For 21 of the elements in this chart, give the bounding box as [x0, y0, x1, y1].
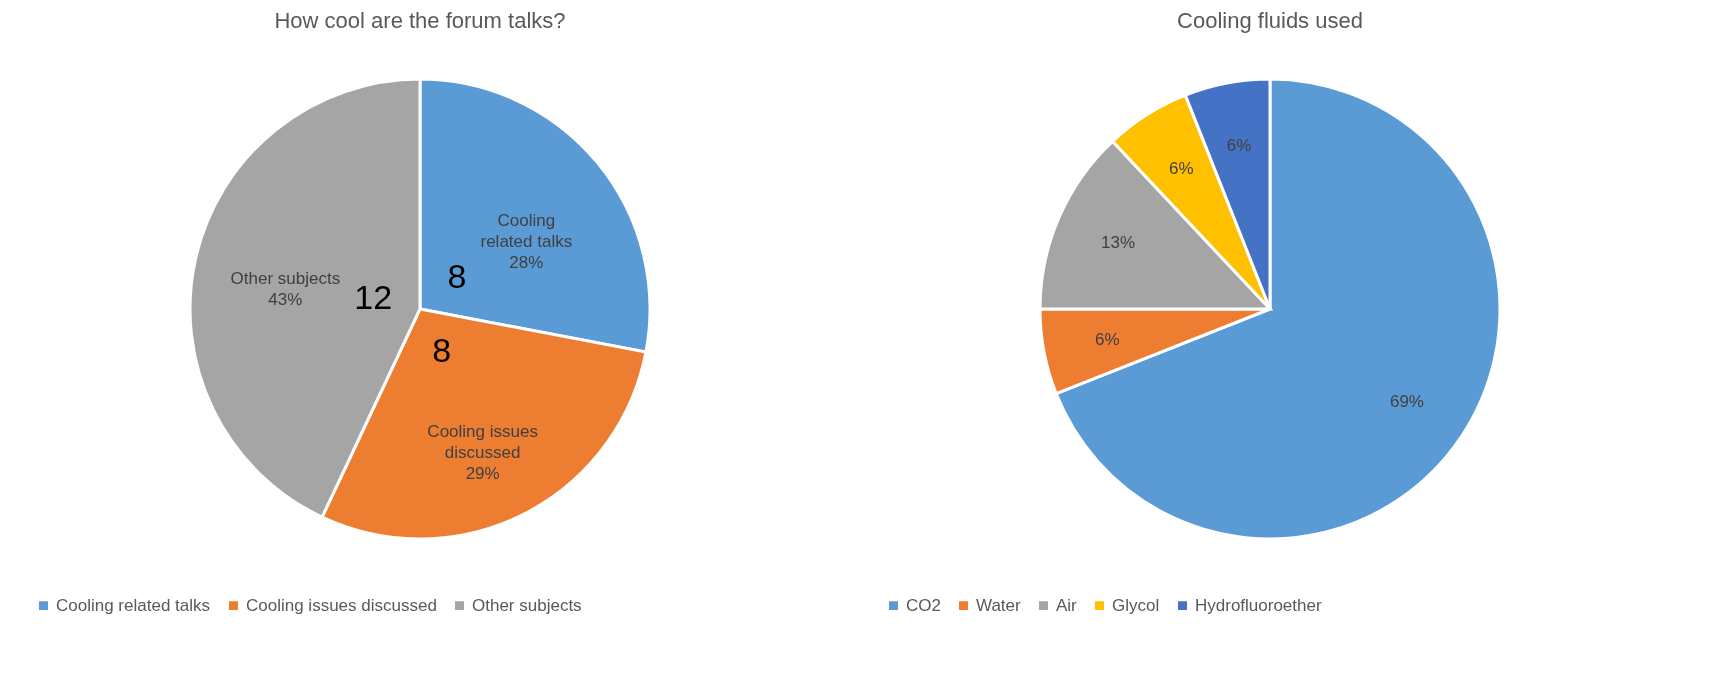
- data-label: 13%: [1101, 233, 1136, 253]
- data-label: Cooling related talks 28%: [480, 211, 573, 273]
- data-label: 6%: [1095, 330, 1120, 350]
- chart-title: Cooling fluids used: [1177, 8, 1363, 33]
- legend-label: Air: [1056, 595, 1078, 615]
- legend-label: Water: [976, 595, 1022, 615]
- data-label: Other subjects 43%: [230, 268, 341, 309]
- legend-label: Hydrofluoroether: [1195, 595, 1322, 615]
- legend-label: CO2: [906, 595, 941, 615]
- data-label: 6%: [1226, 136, 1252, 156]
- data-label: 69%: [1389, 392, 1424, 412]
- legend-label: Cooling issues discussed: [246, 595, 437, 615]
- legend-label: Other subjects: [472, 595, 582, 615]
- text: 12: [354, 277, 393, 316]
- text: 8: [432, 330, 452, 369]
- data-label: 6%: [1168, 159, 1194, 179]
- chart-title: How cool are the forum talks?: [274, 8, 566, 33]
- legend-label: Glycol: [1112, 595, 1160, 615]
- data-label: Cooling issues discussed 29%: [427, 421, 538, 483]
- text: 8: [447, 257, 467, 296]
- legend-label: Cooling related talks: [56, 595, 211, 615]
